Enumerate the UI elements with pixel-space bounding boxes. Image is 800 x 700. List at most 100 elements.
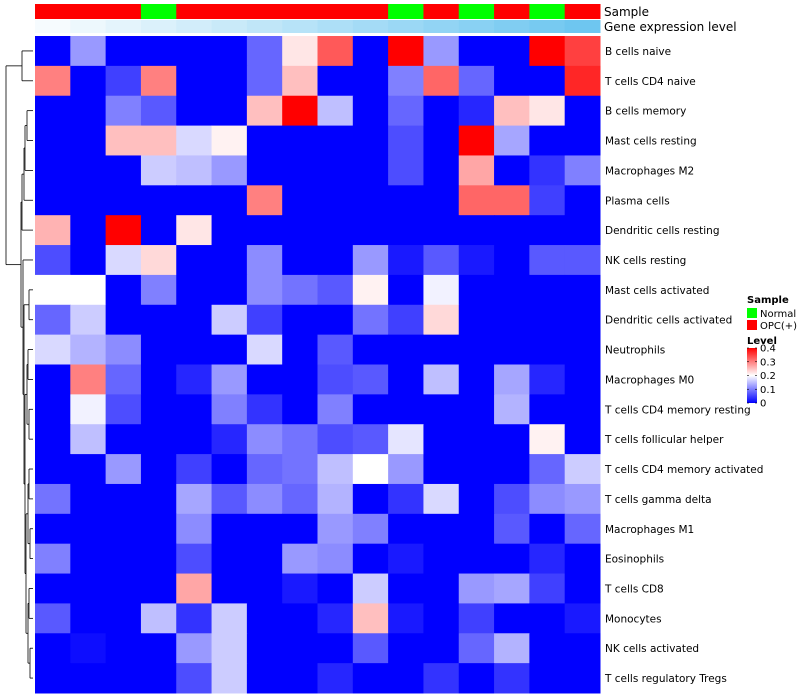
heatmap-cell (529, 663, 566, 694)
heatmap-cell (388, 454, 424, 485)
heatmap-cell (458, 573, 495, 604)
heatmap-cell (458, 334, 495, 365)
heatmap-cell (105, 364, 142, 395)
heatmap-cells (35, 36, 601, 694)
heatmap-cell (211, 155, 248, 186)
heatmap-cell (282, 245, 318, 276)
heatmap-cell (211, 304, 248, 336)
heatmap-cell (140, 215, 177, 246)
heatmap-cell (176, 304, 213, 336)
heatmap-cell (140, 155, 177, 186)
heatmap-cell (176, 573, 213, 604)
heatmap-cell (388, 603, 424, 634)
heatmap-cell (282, 95, 318, 127)
legend-level-tick-label: 0.2 (760, 371, 776, 382)
heatmap-cell (246, 334, 283, 365)
heatmap-cell (246, 36, 283, 67)
heatmap-cell (176, 245, 213, 276)
heatmap-cell (176, 603, 213, 634)
heatmap-cell (317, 364, 354, 395)
heatmap-cell (458, 95, 495, 127)
heatmap-cell (529, 454, 566, 485)
heatmap-cell (246, 483, 283, 515)
heatmap-cell (423, 364, 460, 395)
heatmap-cell (423, 245, 460, 276)
row-label: NK cells activated (605, 643, 699, 655)
heatmap-cell (458, 36, 495, 67)
heatmap-cell (352, 454, 389, 485)
heatmap-cell (105, 424, 142, 455)
heatmap-cell (564, 95, 601, 127)
heatmap-cell (458, 185, 495, 216)
heatmap-cell (388, 36, 424, 67)
heatmap-cell (70, 454, 107, 485)
annotation-label-sample: Sample (604, 5, 649, 19)
heatmap-cell (35, 274, 71, 306)
heatmap-cell (352, 364, 389, 395)
heatmap-cell (35, 125, 71, 156)
heatmap-cell (282, 603, 318, 634)
heatmap-cell (35, 543, 71, 575)
heatmap-cell (282, 65, 318, 97)
heatmap-cell (246, 245, 283, 276)
heatmap-cell (105, 334, 142, 365)
heatmap-cell (529, 65, 566, 97)
legend-level-title: Level (747, 336, 777, 347)
heatmap-cell (140, 394, 177, 425)
heatmap-cell (70, 633, 107, 664)
heatmap-cell (211, 65, 248, 97)
heatmap-cell (282, 155, 318, 186)
heatmap-cell (423, 424, 460, 455)
heatmap-cell (423, 483, 460, 515)
heatmap-cell (317, 65, 354, 97)
heatmap-cell (282, 274, 318, 306)
heatmap-cell (246, 65, 283, 97)
row-label: Neutrophils (605, 345, 665, 357)
heatmap-cell (529, 394, 566, 425)
heatmap-cell (282, 663, 318, 694)
heatmap-cell (282, 334, 318, 365)
heatmap-cell (529, 633, 566, 664)
heatmap-cell (564, 215, 601, 246)
heatmap-cell (211, 424, 248, 455)
row-label: Macrophages M0 (605, 374, 694, 386)
heatmap-cell (176, 394, 213, 425)
heatmap-cell (211, 245, 248, 276)
heatmap-cell (564, 424, 601, 455)
heatmap-cell (458, 274, 495, 306)
heatmap-cell (211, 36, 248, 67)
heatmap-cell (246, 394, 283, 425)
heatmap-cell (35, 513, 71, 545)
sample-annotation-cell (458, 4, 495, 19)
sample-annotation-cell (70, 4, 107, 19)
heatmap-cell (176, 454, 213, 485)
gene-expression-annotation-cell (317, 20, 354, 33)
heatmap-cell (494, 543, 530, 575)
heatmap-cell (494, 394, 530, 425)
heatmap-cell (140, 513, 177, 545)
heatmap-cell (282, 573, 318, 604)
heatmap-cell (423, 65, 460, 97)
heatmap-cell (140, 364, 177, 395)
heatmap-cell (211, 603, 248, 634)
heatmap-cell (246, 185, 283, 216)
row-label: Mast cells resting (605, 136, 697, 148)
heatmap-cell (352, 245, 389, 276)
legend-level-tick-label: 0.1 (760, 385, 776, 396)
heatmap-cell (176, 274, 213, 306)
heatmap-cell (140, 424, 177, 455)
row-label: Monocytes (605, 613, 662, 625)
heatmap-cell (70, 65, 107, 97)
sample-annotation-cell (494, 4, 530, 19)
heatmap-cell (423, 513, 460, 545)
heatmap-cell (211, 454, 248, 485)
row-label: T cells gamma delta (604, 494, 712, 506)
heatmap-cell (317, 513, 354, 545)
heatmap-cell (211, 633, 248, 664)
heatmap-cell (35, 185, 71, 216)
heatmap-cell (176, 95, 213, 127)
row-label: Dendritic cells resting (605, 225, 720, 237)
heatmap-cell (176, 36, 213, 67)
heatmap-cell (70, 334, 107, 365)
